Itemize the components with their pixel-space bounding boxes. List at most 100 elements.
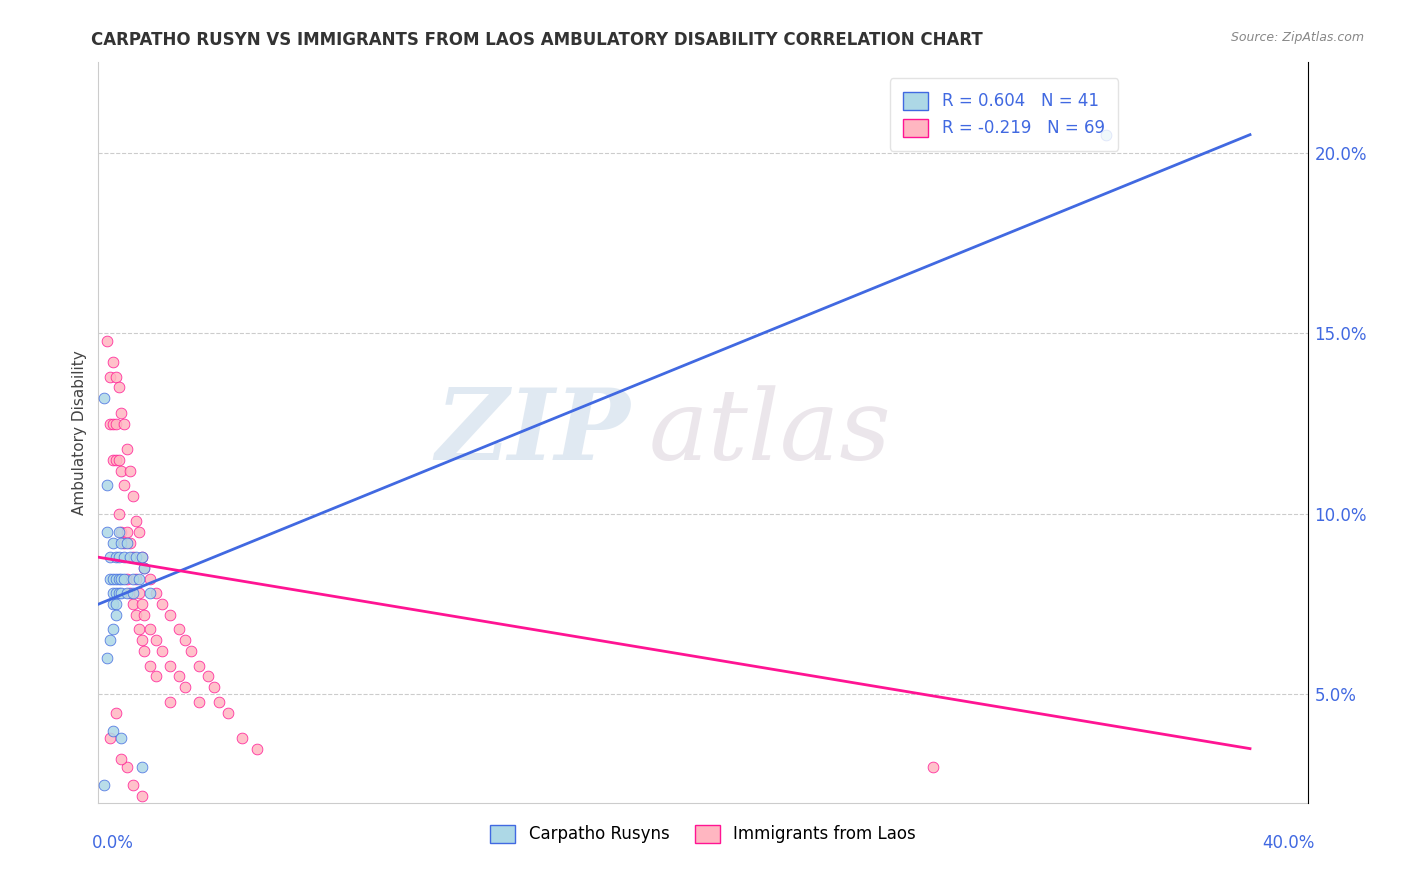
Text: CARPATHO RUSYN VS IMMIGRANTS FROM LAOS AMBULATORY DISABILITY CORRELATION CHART: CARPATHO RUSYN VS IMMIGRANTS FROM LAOS A…	[91, 31, 983, 49]
Point	[131, 789, 153, 803]
Point	[98, 731, 121, 745]
Point	[98, 633, 121, 648]
Point	[107, 380, 129, 394]
Point	[134, 607, 156, 622]
Point	[122, 489, 145, 503]
Point	[110, 731, 132, 745]
Point	[128, 572, 150, 586]
Point	[110, 524, 132, 539]
Point	[101, 355, 124, 369]
Point	[93, 778, 115, 792]
Point	[128, 586, 150, 600]
Point	[104, 706, 127, 720]
Point	[167, 669, 190, 683]
Point	[93, 392, 115, 406]
Point	[110, 586, 132, 600]
Point	[96, 524, 118, 539]
Point	[139, 586, 162, 600]
Point	[197, 669, 219, 683]
Point	[217, 706, 239, 720]
Point	[202, 680, 225, 694]
Point	[125, 572, 148, 586]
Point	[139, 658, 162, 673]
Point	[122, 597, 145, 611]
Point	[110, 535, 132, 549]
Point	[110, 406, 132, 420]
Point	[145, 633, 167, 648]
Point	[112, 535, 135, 549]
Text: 40.0%: 40.0%	[1263, 834, 1315, 852]
Point	[98, 369, 121, 384]
Point	[98, 572, 121, 586]
Point	[104, 452, 127, 467]
Text: atlas: atlas	[648, 385, 891, 480]
Point	[120, 550, 142, 565]
Point	[110, 572, 132, 586]
Point	[115, 535, 138, 549]
Point	[112, 417, 135, 431]
Point	[145, 669, 167, 683]
Point	[128, 623, 150, 637]
Point	[120, 535, 142, 549]
Point	[173, 633, 195, 648]
Point	[159, 607, 181, 622]
Point	[104, 607, 127, 622]
Point	[115, 524, 138, 539]
Point	[107, 586, 129, 600]
Point	[188, 658, 211, 673]
Point	[131, 633, 153, 648]
Point	[96, 651, 118, 665]
Point	[188, 695, 211, 709]
Point	[96, 478, 118, 492]
Point	[159, 658, 181, 673]
Point	[122, 586, 145, 600]
Point	[122, 572, 145, 586]
Point	[101, 535, 124, 549]
Point	[98, 417, 121, 431]
Point	[115, 572, 138, 586]
Point	[104, 586, 127, 600]
Point	[107, 572, 129, 586]
Point	[115, 586, 138, 600]
Point	[131, 760, 153, 774]
Point	[101, 417, 124, 431]
Point	[112, 550, 135, 565]
Point	[173, 680, 195, 694]
Point	[107, 550, 129, 565]
Point	[134, 561, 156, 575]
Point	[96, 334, 118, 348]
Point	[150, 644, 173, 658]
Point	[208, 695, 231, 709]
Point	[180, 644, 202, 658]
Point	[125, 607, 148, 622]
Point	[246, 741, 269, 756]
Point	[128, 524, 150, 539]
Point	[125, 550, 148, 565]
Point	[139, 623, 162, 637]
Point	[101, 586, 124, 600]
Point	[104, 550, 127, 565]
Point	[104, 369, 127, 384]
Point	[120, 586, 142, 600]
Point	[139, 572, 162, 586]
Point	[150, 597, 173, 611]
Point	[125, 514, 148, 528]
Point	[131, 597, 153, 611]
Point	[104, 417, 127, 431]
Text: ZIP: ZIP	[436, 384, 630, 481]
Legend: Carpatho Rusyns, Immigrants from Laos: Carpatho Rusyns, Immigrants from Laos	[484, 818, 922, 850]
Point	[120, 464, 142, 478]
Point	[110, 752, 132, 766]
Point	[231, 731, 253, 745]
Point	[131, 550, 153, 565]
Point	[115, 760, 138, 774]
Point	[104, 597, 127, 611]
Text: 0.0%: 0.0%	[91, 834, 134, 852]
Point	[134, 561, 156, 575]
Text: Source: ZipAtlas.com: Source: ZipAtlas.com	[1230, 31, 1364, 45]
Point	[115, 442, 138, 456]
Point	[107, 452, 129, 467]
Point	[101, 723, 124, 738]
Point	[131, 550, 153, 565]
Y-axis label: Ambulatory Disability: Ambulatory Disability	[72, 351, 87, 515]
